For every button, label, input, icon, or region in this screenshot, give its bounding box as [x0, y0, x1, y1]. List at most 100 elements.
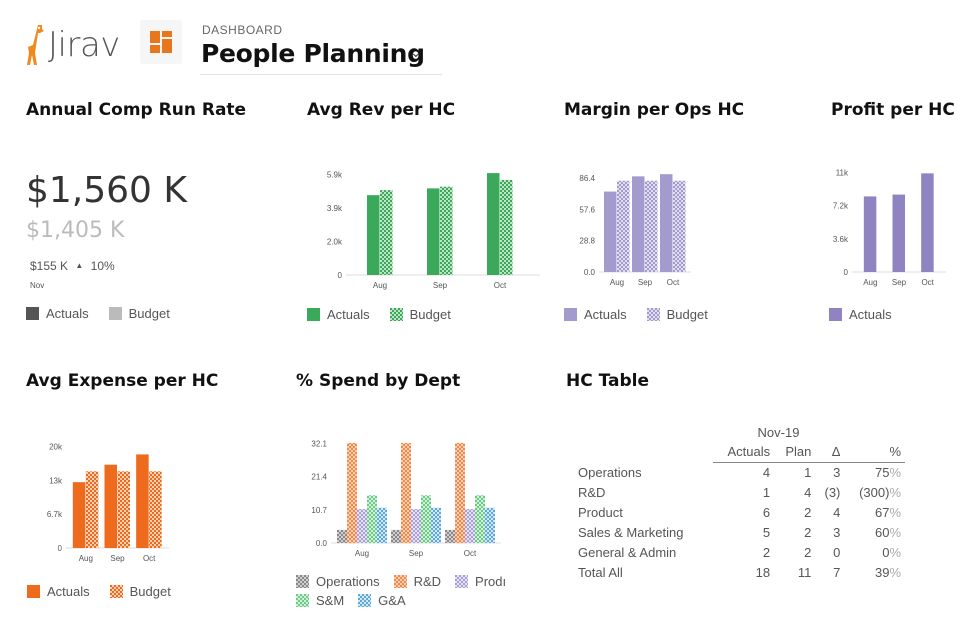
- legend-swatch: [109, 585, 123, 598]
- bar-actuals: [136, 454, 149, 548]
- legend-actuals[interactable]: Actuals: [307, 307, 370, 322]
- logo-text: Jirav: [48, 25, 120, 65]
- table-cell: 2: [804, 504, 812, 520]
- legend-actuals[interactable]: Actuals: [26, 306, 89, 321]
- table-cell: Product: [578, 504, 623, 520]
- table-row[interactable]: Product 6 2 4 67%: [570, 502, 905, 522]
- table-cell: 4: [762, 464, 771, 480]
- expense-chart[interactable]: 0 6.7k 13k 20k Aug Sep Oct: [20, 420, 180, 570]
- bar-r-d: [347, 442, 357, 543]
- bar-actuals: [427, 188, 440, 275]
- table-cell: 0: [833, 544, 841, 560]
- table-cell: 3: [833, 464, 841, 480]
- y-tick-label: 3.9k: [327, 204, 343, 213]
- legend-swatch: [564, 308, 577, 321]
- y-tick-label: 0: [58, 544, 63, 553]
- table-cell: General & Admin: [578, 544, 677, 560]
- rev-legend: Actuals Budget: [307, 307, 451, 322]
- legend-actuals[interactable]: Actuals: [564, 307, 627, 322]
- bar-actuals: [104, 464, 117, 548]
- legend-label: Actuals: [46, 306, 89, 321]
- x-tick-label: Aug: [373, 281, 387, 290]
- comp-actual-value: $1,560 K: [26, 170, 188, 211]
- legend-swatch: [108, 307, 122, 320]
- legend-snm[interactable]: S&M: [296, 593, 344, 608]
- legend-swatch: [389, 308, 403, 321]
- margin-chart[interactable]: 0.0 28.8 57.6 86.4 Aug Sep Oct: [557, 150, 707, 298]
- dashboard-switcher-button[interactable]: [140, 20, 182, 64]
- y-tick-label: 10.7: [311, 506, 327, 515]
- legend-label: Actuals: [47, 584, 90, 599]
- legend-label: G&A: [378, 593, 406, 608]
- col-header: %: [844, 442, 905, 463]
- comp-variance: $155 K ▲ 10%: [30, 259, 115, 273]
- y-tick-label: 0.0: [584, 268, 596, 277]
- legend-label: Budget: [409, 307, 451, 322]
- table-row[interactable]: Operations 4 1 3 75%: [570, 462, 905, 482]
- y-tick-label: 7.2k: [833, 202, 849, 211]
- legend-operations[interactable]: Operations: [296, 574, 380, 589]
- bar-operations: [391, 529, 401, 543]
- x-tick-label: Aug: [863, 278, 877, 287]
- table-cell: 60%: [874, 524, 901, 540]
- table-cell: Total All: [578, 564, 623, 580]
- legend-swatch: [296, 575, 309, 588]
- legend-actuals[interactable]: Actuals: [829, 307, 892, 322]
- legend-budget[interactable]: Budget: [108, 306, 170, 321]
- jirav-logo[interactable]: Jirav: [24, 20, 136, 70]
- variance-percent: 10%: [90, 259, 115, 273]
- rev-chart[interactable]: 0 2.0k 3.9k 5.9k Aug Sep Oct: [300, 150, 540, 298]
- legend-gna[interactable]: G&A: [358, 593, 406, 608]
- bar-r-d: [401, 442, 411, 543]
- y-tick-label: 28.8: [579, 237, 595, 246]
- y-tick-label: 21.4: [311, 473, 327, 482]
- bar-product: [411, 509, 421, 543]
- table-row[interactable]: Total All 18 11 7 39%: [570, 562, 905, 582]
- table-cell: 75%: [874, 464, 901, 480]
- table-cell: 2: [762, 544, 771, 560]
- chevron-down-icon[interactable]: ⌄: [410, 44, 422, 60]
- legend-budget[interactable]: Budget: [389, 307, 451, 322]
- profit-legend: Actuals: [829, 307, 892, 322]
- table-cell: 1: [804, 464, 812, 480]
- y-tick-label: 2.0k: [327, 237, 343, 246]
- margin-legend: Actuals Budget: [564, 307, 708, 322]
- dashboard-title[interactable]: People Planning: [201, 39, 425, 68]
- legend-product[interactable]: Prodı: [455, 574, 506, 589]
- margin-panel-title: Margin per Ops HC: [564, 100, 745, 120]
- profit-chart[interactable]: 0 3.6k 7.2k 11k Aug Sep Oct: [820, 150, 970, 298]
- legend-budget[interactable]: Budget: [109, 584, 171, 599]
- x-tick-label: Oct: [667, 278, 680, 287]
- legend-swatch: [829, 308, 842, 321]
- legend-rnd[interactable]: R&D: [393, 574, 441, 589]
- spend-chart[interactable]: 0.0 10.7 21.4 32.1 Aug Sep Oct: [295, 420, 510, 570]
- bar-actuals: [604, 191, 617, 272]
- table-cell: R&D: [578, 484, 606, 500]
- legend-label: Actuals: [327, 307, 370, 322]
- comp-budget-value: $1,405 K: [26, 218, 125, 243]
- expense-legend: Actuals Budget: [27, 584, 171, 599]
- bar-s-m: [421, 495, 431, 543]
- bar-budget: [149, 471, 162, 548]
- table-row[interactable]: Sales & Marketing 5 2 3 60%: [570, 522, 905, 542]
- x-tick-label: Aug: [355, 549, 369, 558]
- legend-swatch: [358, 594, 372, 607]
- bar-g-a: [377, 507, 387, 543]
- bar-budget: [645, 180, 658, 272]
- table-cell: 39%: [874, 564, 901, 580]
- y-tick-label: 13k: [49, 476, 63, 485]
- table-row[interactable]: R&D 1 4 (3) (300)%: [570, 482, 905, 502]
- x-tick-label: Sep: [409, 549, 424, 558]
- legend-swatch: [393, 575, 407, 588]
- table-row[interactable]: General & Admin 2 2 0 0%: [570, 542, 905, 562]
- x-tick-label: Sep: [892, 278, 907, 287]
- legend-label: Budget: [129, 584, 171, 599]
- bar-budget: [85, 471, 99, 548]
- legend-actuals[interactable]: Actuals: [27, 584, 90, 599]
- legend-budget[interactable]: Budget: [646, 307, 708, 322]
- y-tick-label: 0.0: [316, 539, 328, 548]
- bar-budget: [380, 190, 393, 275]
- table-cell: 0%: [882, 544, 901, 560]
- table-cell: 6: [762, 504, 771, 520]
- table-cell: (3): [824, 484, 841, 500]
